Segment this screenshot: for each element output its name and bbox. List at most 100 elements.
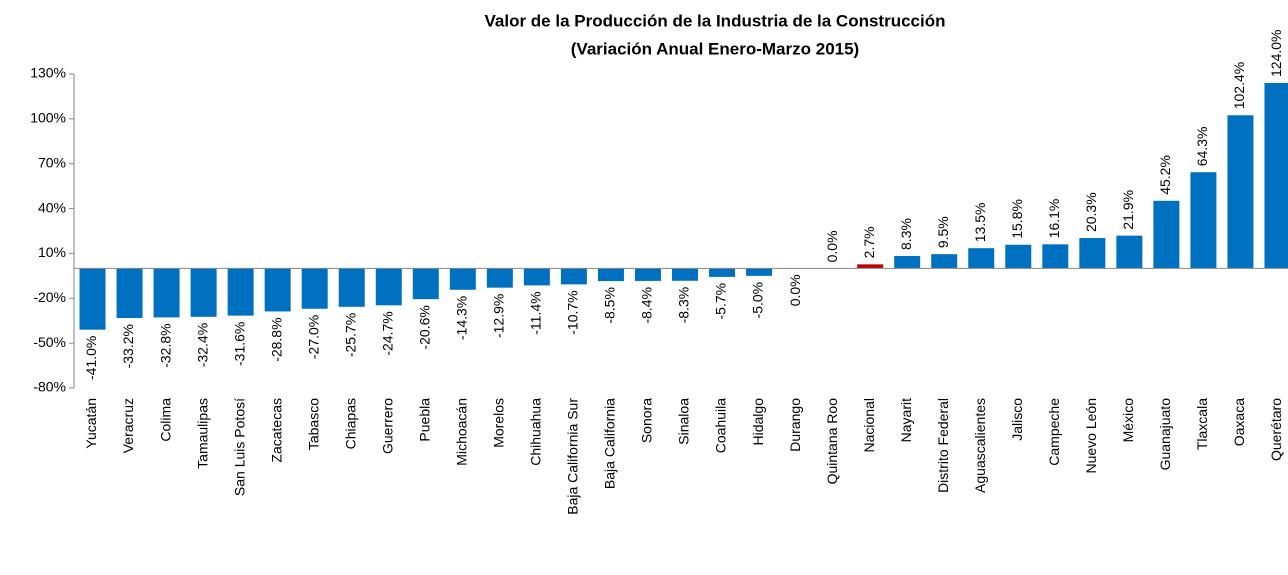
bar — [671, 268, 698, 281]
bar — [338, 268, 365, 307]
value-label: 21.9% — [1120, 190, 1136, 230]
x-tick-label: Yucatán — [83, 398, 99, 449]
x-tick-label: Oaxaca — [1231, 398, 1247, 446]
bar — [412, 268, 439, 300]
bar — [1264, 82, 1288, 269]
bar — [190, 268, 217, 317]
bar — [894, 255, 921, 269]
x-tick-label: Zacatecas — [268, 398, 284, 463]
x-tick-label: Jalisco — [1009, 398, 1025, 441]
bar — [227, 268, 254, 316]
x-tick-label: Durango — [787, 398, 803, 452]
value-label: -41.0% — [83, 336, 99, 380]
y-tick-label: -20% — [33, 289, 66, 305]
x-tick-label: Puebla — [416, 398, 432, 442]
x-tick-label: Michoacán — [454, 398, 470, 466]
bar — [1005, 244, 1032, 269]
y-tick-label: -50% — [33, 334, 66, 350]
x-tick-label: Distrito Federal — [935, 398, 951, 493]
value-label: -10.7% — [565, 290, 581, 334]
x-tick-label: San Luis Potosí — [231, 398, 247, 496]
value-label: -8.5% — [602, 287, 618, 324]
value-label: -5.0% — [750, 282, 766, 319]
value-label: -32.4% — [194, 323, 210, 367]
chart-subtitle: (Variación Anual Enero-Marzo 2015) — [571, 39, 859, 58]
bar — [264, 268, 291, 312]
bar — [1079, 238, 1106, 269]
value-label: -27.0% — [305, 315, 321, 359]
value-label: -12.9% — [491, 294, 507, 338]
x-tick-label: México — [1120, 398, 1136, 443]
value-label: -25.7% — [342, 313, 358, 357]
value-label: 2.7% — [861, 226, 877, 258]
bar — [375, 268, 402, 306]
value-label: 8.3% — [898, 218, 914, 250]
x-tick-label: Tamaulipas — [194, 398, 210, 469]
value-label: 0.0% — [824, 230, 840, 262]
value-label: -8.4% — [639, 287, 655, 324]
y-tick-label: 40% — [38, 199, 66, 215]
bar — [1042, 244, 1069, 269]
y-tick-label: -80% — [33, 379, 66, 395]
x-tick-label: Colima — [157, 398, 173, 442]
bar — [1116, 235, 1143, 269]
bar — [523, 268, 550, 286]
value-label: 16.1% — [1046, 199, 1062, 239]
value-label: -33.2% — [120, 324, 136, 368]
value-label: -24.7% — [379, 311, 395, 355]
x-tick-label: Baja California — [602, 398, 618, 489]
bar — [449, 268, 476, 290]
value-label: -14.3% — [454, 296, 470, 340]
x-tick-label: Campeche — [1046, 398, 1062, 466]
bar — [857, 264, 884, 269]
value-label: 124.0% — [1268, 29, 1284, 76]
x-tick-label: Chihuahua — [528, 398, 544, 466]
x-tick-label: Aguascalientes — [972, 398, 988, 493]
x-tick-label: Guanajuato — [1157, 398, 1173, 471]
bar — [746, 268, 773, 276]
value-label: 20.3% — [1083, 192, 1099, 232]
value-label: -28.8% — [268, 317, 284, 361]
value-label: 15.8% — [1009, 199, 1025, 239]
bar — [634, 268, 661, 281]
bar — [79, 268, 106, 330]
value-label: 45.2% — [1157, 155, 1173, 195]
x-tick-label: Baja California Sur — [565, 398, 581, 515]
bar — [116, 268, 143, 319]
bar — [709, 268, 736, 277]
bar — [153, 268, 180, 318]
x-tick-label: Coahuila — [713, 398, 729, 453]
bar — [560, 268, 587, 285]
bar — [1190, 172, 1217, 269]
x-tick-label: Nacional — [861, 398, 877, 452]
bar — [968, 248, 995, 269]
value-label: -31.6% — [231, 322, 247, 366]
x-tick-label: Morelos — [491, 398, 507, 448]
value-label: -8.3% — [676, 287, 692, 324]
x-tick-label: Querétaro — [1268, 398, 1284, 461]
y-tick-label: 130% — [30, 65, 66, 81]
y-tick-label: 10% — [38, 244, 66, 260]
bar — [1227, 115, 1254, 269]
x-tick-label: Tabasco — [305, 398, 321, 450]
x-tick-label: Quintana Roo — [824, 398, 840, 485]
x-tick-label: Guerrero — [379, 398, 395, 454]
value-label: -11.4% — [528, 291, 544, 334]
value-label: -20.6% — [416, 305, 432, 349]
value-label: -32.8% — [157, 323, 173, 367]
bar — [1153, 200, 1180, 269]
x-tick-label: Nuevo León — [1083, 398, 1099, 474]
y-tick-label: 100% — [30, 110, 66, 126]
x-tick-label: Hidalgo — [750, 398, 766, 446]
bar — [597, 268, 624, 282]
value-label: 13.5% — [972, 202, 988, 242]
chart-title: Valor de la Producción de la Industria d… — [485, 11, 946, 30]
value-label: -5.7% — [713, 283, 729, 320]
y-tick-label: 70% — [38, 154, 66, 170]
bar — [301, 268, 328, 309]
x-tick-label: Tlaxcala — [1194, 398, 1210, 450]
x-tick-label: Sinaloa — [676, 398, 692, 445]
x-tick-label: Chiapas — [342, 398, 358, 449]
bar — [486, 268, 513, 288]
